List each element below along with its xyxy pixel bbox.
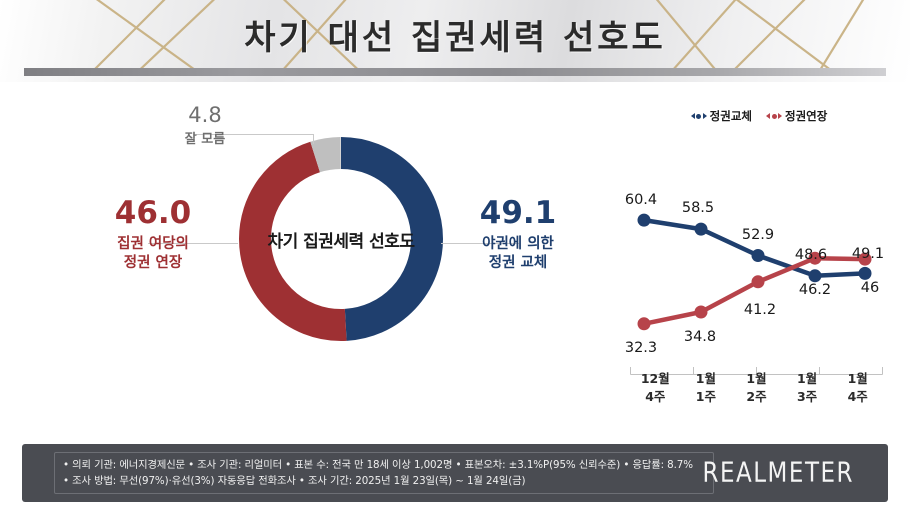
gold-lines-decoration: [92, 0, 865, 70]
donut-center-label: 차기 집권세력 선호도: [267, 231, 415, 252]
x-axis-labels: 12월 4주 1월 1주 1월 2주 1월 3주 1월 4주: [630, 370, 883, 406]
donut-segment-gray: [239, 137, 443, 341]
legend-label-navy: 정권교체: [709, 109, 752, 123]
x-axis-label-1-top: 1월: [695, 371, 716, 386]
x-axis-label-0: 12월 4주: [630, 370, 681, 406]
x-axis-label-4-bottom: 4주: [847, 389, 868, 405]
data-label-red-4: 46: [861, 280, 879, 296]
callout-left-sub2: 정권 연장: [123, 254, 183, 271]
data-label-navy-1: 58.5: [682, 200, 714, 216]
callout-right: 49.1 야권에 의한 정권 교체: [452, 198, 584, 272]
legend-item-navy: 정권교체: [690, 108, 752, 124]
header-texture: [24, 0, 886, 70]
data-label-navy-3: 48.6: [795, 247, 827, 263]
x-axis-label-3: 1월 3주: [782, 370, 833, 406]
leader-line-right: [441, 243, 519, 244]
series-labels-red: 32.3 34.8 41.2 46.2 46: [625, 280, 879, 356]
data-label-navy-0: 60.4: [625, 192, 657, 208]
series-labels-navy: 60.4 58.5 52.9 48.6 49.1: [625, 192, 884, 263]
leader-line-top-drop: [313, 134, 314, 144]
realmeter-logo: REALMETER: [702, 458, 854, 489]
trend-plot-svg: 60.4 58.5 52.9 48.6 49.1 32.3 34.8 41.2 …: [625, 192, 884, 356]
data-label-navy-2: 52.9: [742, 227, 774, 243]
legend-marker-icon-navy: [690, 113, 707, 119]
x-axis-label-4: 1월 4주: [832, 370, 883, 406]
legend-item-red: 정권연장: [766, 108, 827, 124]
page-title: 차기 대선 집권세력 선호도: [244, 17, 666, 58]
trend-plot-area: 60.4 58.5 52.9 48.6 49.1 32.3 34.8 41.2 …: [612, 138, 902, 368]
callout-left: 46.0 집권 여당의 정권 연장: [88, 198, 218, 272]
callout-top: 4.8 잘 모름: [150, 105, 260, 149]
axis-ticks: [630, 360, 883, 375]
x-axis-label-3-bottom: 3주: [796, 389, 818, 405]
legend-label-red: 정권연장: [785, 109, 828, 123]
axis-ticks-svg: [630, 367, 883, 375]
data-label-red-1: 34.8: [684, 329, 716, 345]
donut-segment-red: [239, 137, 443, 341]
x-axis-label-4-top: 1월: [847, 371, 868, 386]
leader-line-left: [148, 243, 238, 244]
x-axis-label-2: 1월 2주: [731, 370, 782, 406]
series-points-navy: [637, 213, 872, 283]
x-axis-label-0-bottom: 4주: [645, 389, 666, 405]
data-label-red-3: 46.2: [799, 282, 831, 298]
callout-top-sub1: 잘 모름: [184, 132, 226, 147]
x-axis-label-2-bottom: 2주: [746, 389, 767, 405]
series-points-red: [637, 251, 872, 331]
callout-right-value: 49.1: [479, 195, 557, 231]
donut-svg: [239, 137, 443, 341]
callout-left-value: 46.0: [114, 195, 192, 231]
legend-marker-icon-red: [766, 113, 782, 119]
callout-right-sub2: 정권 교체: [488, 254, 548, 271]
data-label-navy-4: 49.1: [852, 246, 884, 262]
callout-right-sub1: 야권에 의한: [482, 236, 554, 252]
chart-legend: 정권교체 정권연장: [634, 108, 884, 124]
x-axis-label-0-top: 12월: [640, 371, 670, 386]
methodology-line-1: • 의뢰 기관: 에너지경제신문 • 조사 기관: 리얼미터 • 표본 수: 전…: [63, 459, 693, 471]
x-axis-label-2-top: 1월: [746, 371, 767, 386]
data-label-red-2: 41.2: [744, 302, 776, 318]
trend-line-chart: 정권교체 정권연장: [612, 108, 902, 408]
data-label-red-0: 32.3: [625, 340, 657, 356]
header-banner: 차기 대선 집권세력 선호도: [0, 0, 910, 82]
x-axis-label-3-top: 1월: [796, 371, 818, 386]
x-axis-label-1-bottom: 1주: [695, 389, 716, 405]
callout-left-sub1: 집권 여당의: [117, 236, 189, 252]
donut-chart: 차기 집권세력 선호도: [233, 131, 449, 347]
footer-bar: • 의뢰 기관: 에너지경제신문 • 조사 기관: 리얼미터 • 표본 수: 전…: [22, 444, 888, 502]
methodology-box: • 의뢰 기관: 에너지경제신문 • 조사 기관: 리얼미터 • 표본 수: 전…: [54, 452, 714, 494]
methodology-line-2: • 조사 방법: 무선(97%)·유선(3%) 자동응답 전화조사 • 조사 기…: [63, 474, 526, 487]
x-axis-label-1: 1월 1주: [681, 370, 732, 406]
callout-top-value: 4.8: [188, 103, 222, 127]
leader-line-top: [196, 134, 314, 135]
header-underline-bar: [24, 68, 886, 76]
